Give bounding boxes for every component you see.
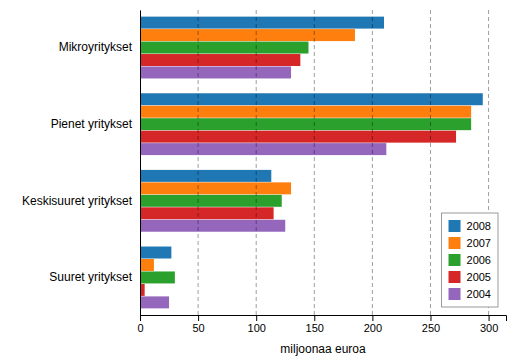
bar [140,296,169,308]
bar [140,106,471,118]
x-tick: 50 [192,315,204,334]
legend-swatch [449,271,461,283]
grid-line [372,10,373,315]
bar [140,118,471,130]
bar-series [140,67,386,309]
bar [140,93,483,105]
legend-label: 2006 [467,254,491,266]
bar [140,54,300,66]
grid-line [140,10,141,315]
y-axis-line [140,11,141,316]
x-axis: 0 50 100 150 200 250 300 [137,315,506,334]
bar [140,67,291,79]
bars [140,17,483,309]
legend-item: 2008 [449,220,491,232]
x-tick: 250 [422,315,440,334]
x-tick-label: 0 [137,322,143,334]
x-tick-mark [314,315,315,321]
x-tick-mark [198,315,199,321]
bar [140,17,384,29]
x-tick-mark [489,315,490,321]
x-axis-title: miljoonaa euroa [280,342,366,356]
bar [140,220,285,232]
bar [140,42,308,54]
x-tick-label: 150 [306,322,324,334]
bar [140,247,171,259]
x-axis-line [141,316,507,322]
x-tick-label: 300 [480,322,498,334]
x-tick-label: 250 [422,322,440,334]
bar-series [140,17,483,259]
bar [140,271,175,283]
y-tick: Pienet yritykset [51,117,140,131]
x-tick-label: 50 [192,322,204,334]
x-tick-mark [256,315,257,321]
grid-line [314,10,315,315]
y-tick-label: Mikroyritykset [59,40,133,54]
legend: 2008 2007 2006 2005 2004 [442,213,498,307]
x-tick: 0 [137,315,143,334]
legend-label: 2005 [467,271,491,283]
y-tick: Mikroyritykset [59,40,140,54]
legend-label: 2004 [467,288,491,300]
legend-item: 2004 [449,288,491,300]
grid-line [430,10,431,315]
x-tick: 300 [480,315,498,334]
grid-line [198,10,199,315]
plot: 0 50 100 150 200 250 300 Mikroyritykset Pienet y… [22,10,507,334]
y-tick-label: Keskisuuret yritykset [22,194,133,208]
chart: 0 50 100 150 200 250 300 Mikroyritykset Pienet y… [0,0,521,361]
x-tick-mark [430,315,431,321]
legend-swatch [449,254,461,266]
bar [140,143,386,155]
legend-box [442,213,498,307]
legend-item: 2005 [449,271,491,283]
legend-swatch [449,288,461,300]
bar [140,170,271,182]
legend-label: 2008 [467,220,491,232]
x-tick-mark [140,315,141,321]
legend-item: 2006 [449,254,491,266]
y-tick: Suuret yritykset [49,270,140,284]
bar-series [140,42,471,284]
grid [140,10,489,315]
legend-label: 2007 [467,237,491,249]
x-tick-mark [372,315,373,321]
y-tick-label: Pienet yritykset [51,117,133,131]
legend-swatch [449,237,461,249]
bar [140,131,456,143]
bar [140,259,154,271]
legend-item: 2007 [449,237,491,249]
x-tick: 100 [248,315,266,334]
x-tick: 150 [306,315,324,334]
bar [140,195,282,207]
bar [140,207,274,219]
bar [140,182,291,194]
bar [140,29,355,41]
bar-series [140,54,456,296]
x-tick-label: 200 [364,322,382,334]
x-tick: 200 [364,315,382,334]
bar-series [140,29,471,271]
legend-swatch [449,220,461,232]
y-tick-label: Suuret yritykset [49,270,132,284]
grid-line [256,10,257,315]
x-tick-label: 100 [248,322,266,334]
y-tick: Keskisuuret yritykset [22,194,140,208]
y-axis: Mikroyritykset Pienet yritykset Keskisuure… [22,11,141,316]
